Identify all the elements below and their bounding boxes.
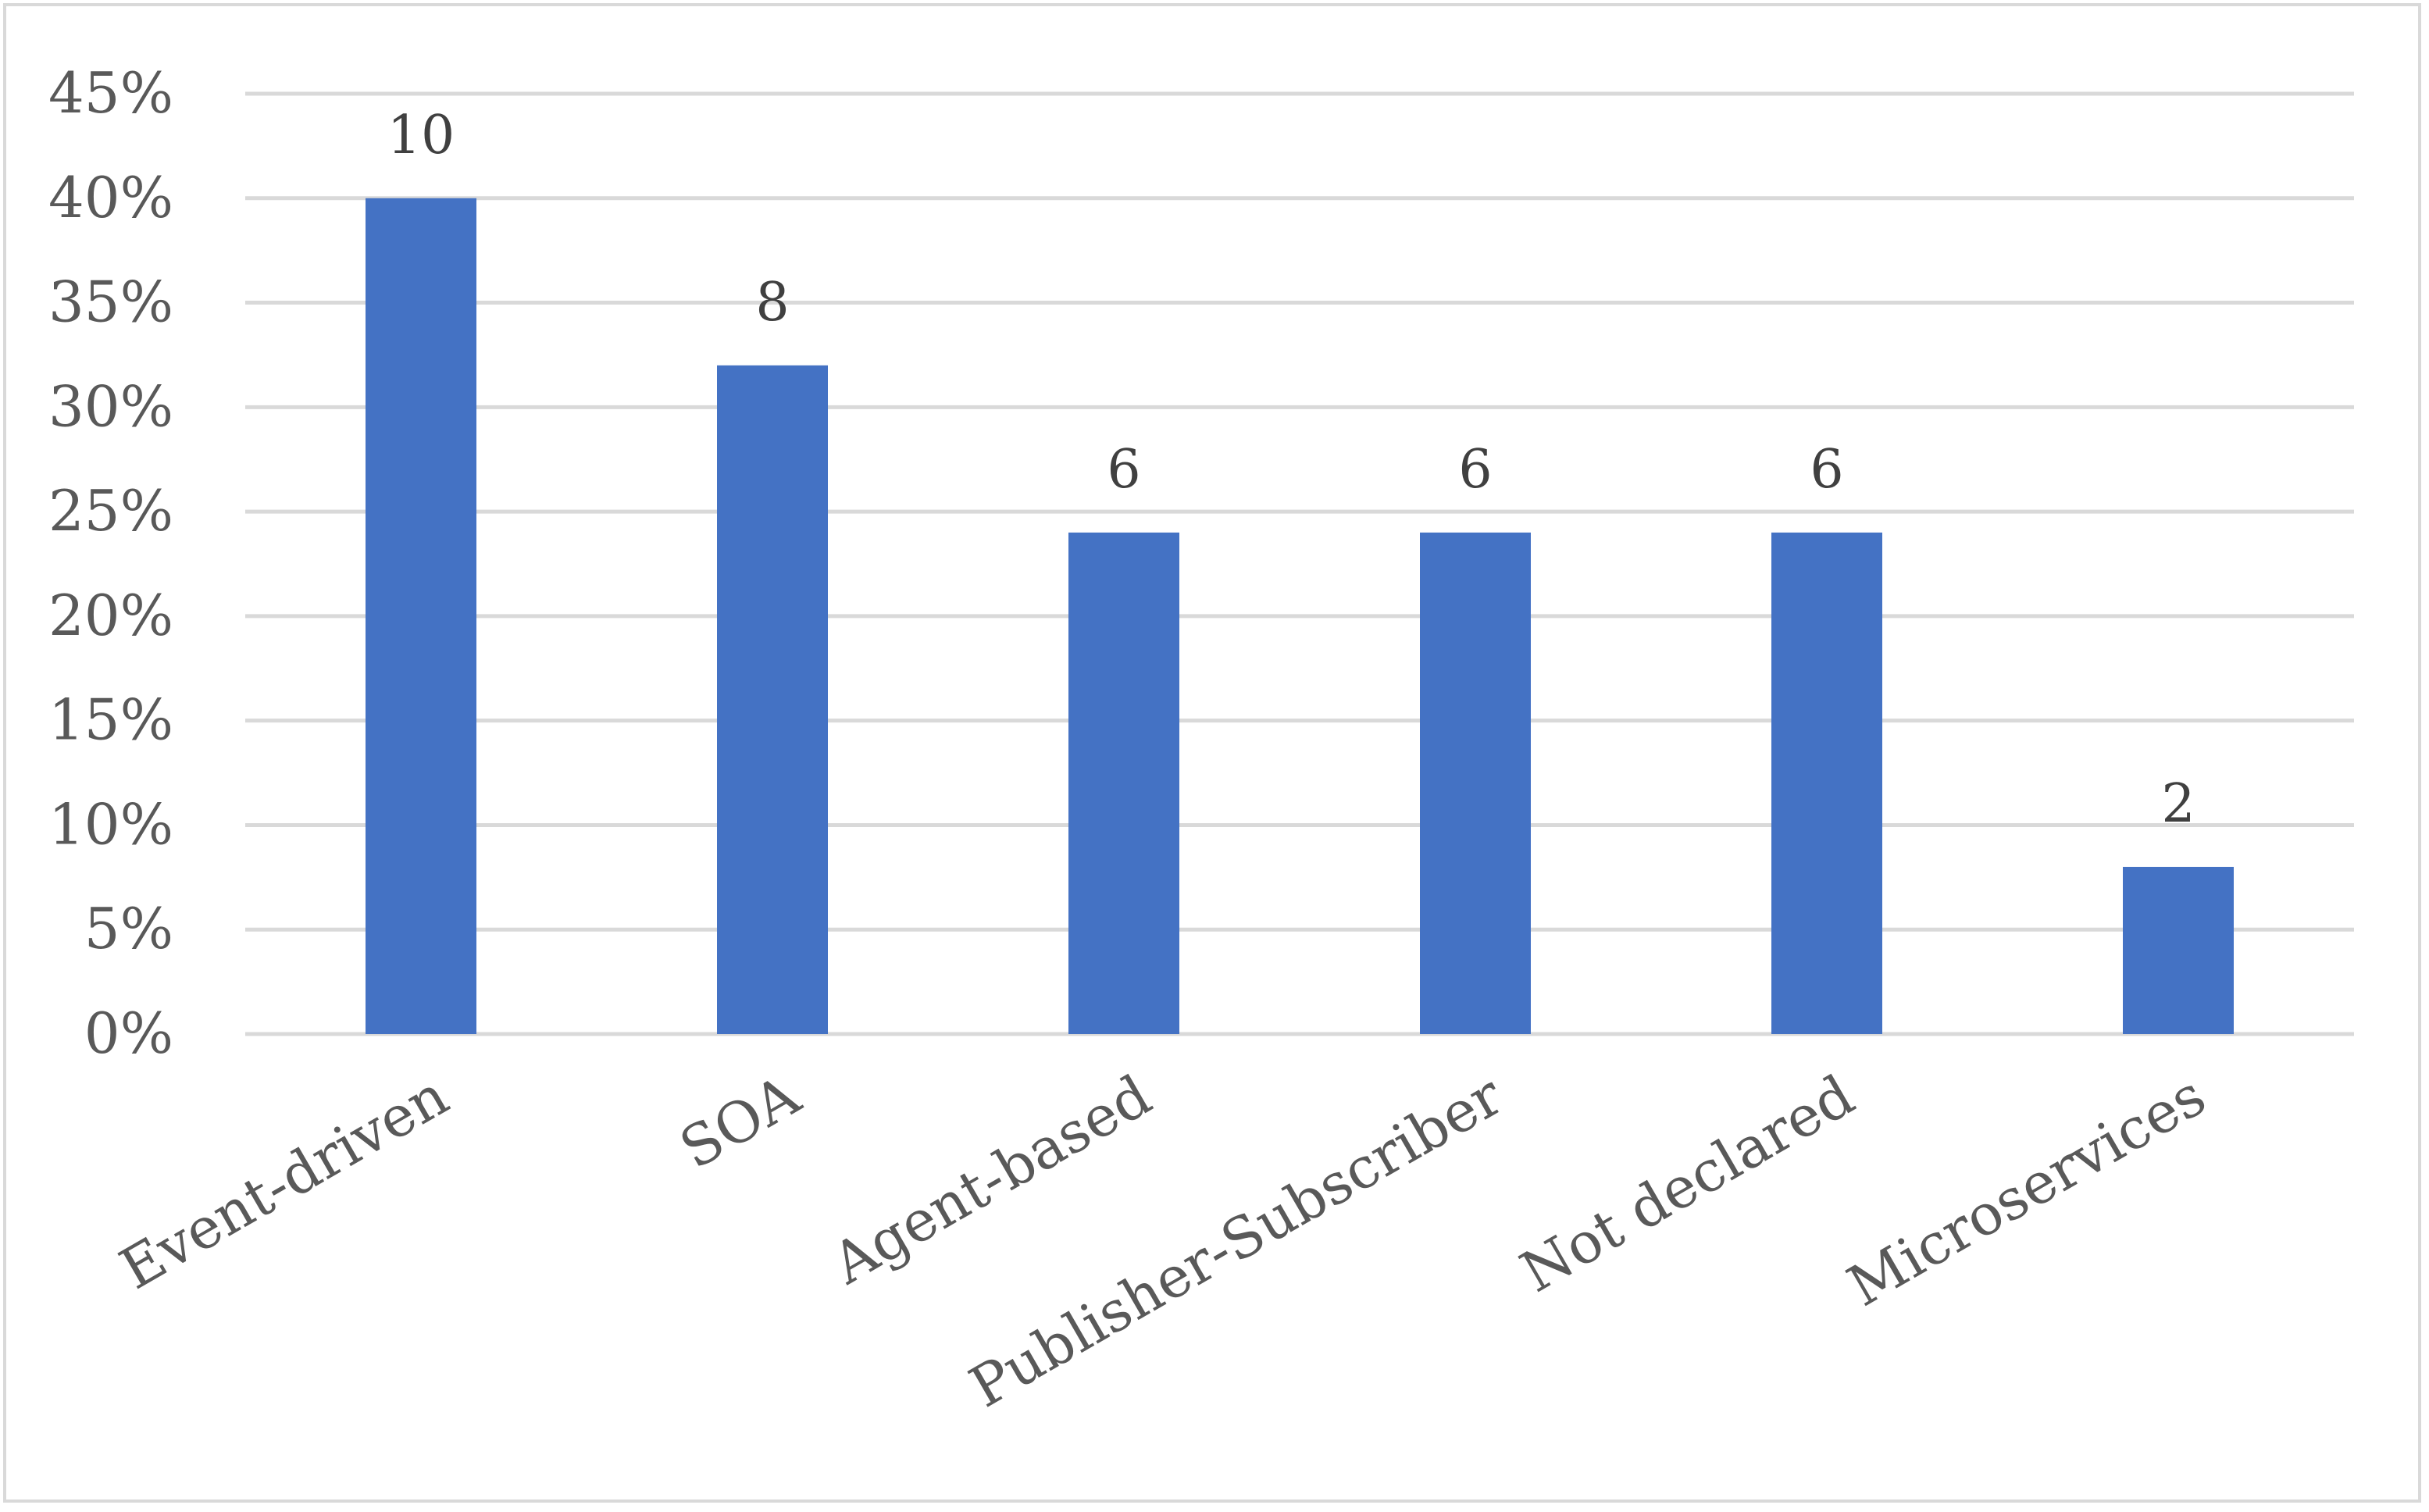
y-tick-label: 30%: [48, 373, 173, 439]
bar: [1068, 532, 1179, 1034]
y-tick-label: 25%: [48, 478, 173, 544]
y-tick-label: 15%: [48, 687, 173, 753]
bar: [2123, 866, 2234, 1034]
data-label: 8: [755, 272, 789, 333]
data-label: 2: [2161, 773, 2195, 835]
data-label: 6: [1810, 439, 1843, 501]
y-tick-label: 0%: [84, 1000, 173, 1066]
bar: [1771, 532, 1882, 1034]
bar: [717, 365, 828, 1034]
bar: [1420, 532, 1531, 1034]
bar: [366, 198, 476, 1034]
x-category-label: SOA: [669, 1061, 811, 1181]
x-category-label: Microservices: [1837, 1062, 2217, 1319]
y-tick-label: 10%: [48, 791, 173, 857]
data-label: 6: [1458, 439, 1492, 501]
y-tick-label: 45%: [48, 60, 173, 126]
y-tick-label: 5%: [84, 896, 173, 961]
gridlines: [245, 91, 2354, 1036]
chart-frame: 0% 5% 10% 15% 20% 25% 30% 35% 40% 45% 10 8 6 6 6 2 Eve…: [3, 3, 2421, 1503]
x-category-label: Agent-based: [821, 1062, 1162, 1297]
x-axis-categories: Event-driven SOA Agent-basedPublisher-Subs…: [109, 1061, 2217, 1420]
bars: [366, 198, 2234, 1034]
y-axis-ticks: 0% 5% 10% 15% 20% 25% 30% 35% 40% 45%: [48, 60, 173, 1066]
data-label: 10: [387, 105, 455, 166]
x-category-label: Not declared: [1510, 1062, 1864, 1305]
y-tick-label: 20%: [48, 583, 173, 648]
y-tick-label: 35%: [48, 269, 173, 335]
data-labels: 10 8 6 6 6 2: [387, 105, 2195, 835]
y-tick-label: 40%: [48, 165, 173, 230]
x-category-label: Event-driven: [109, 1062, 459, 1302]
data-label: 6: [1107, 439, 1140, 501]
bar-chart: 0% 5% 10% 15% 20% 25% 30% 35% 40% 45% 10 8 6 6 6 2 Eve…: [48, 60, 2354, 1420]
